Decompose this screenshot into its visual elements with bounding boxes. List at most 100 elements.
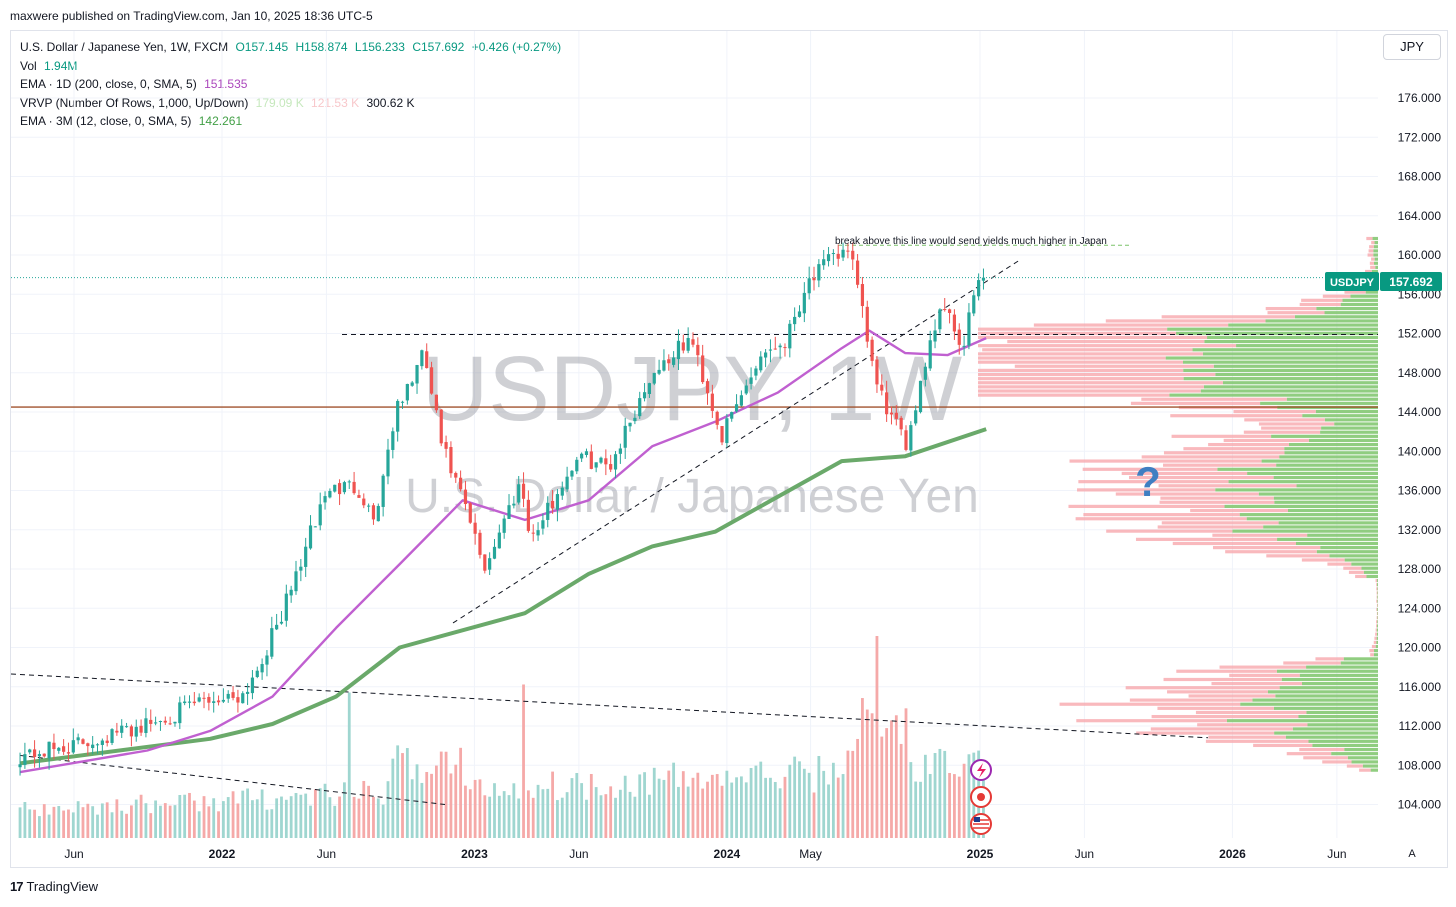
candle-body[interactable] <box>212 701 216 703</box>
candle-body[interactable] <box>710 393 714 411</box>
candle-body[interactable] <box>570 470 574 477</box>
candle-body[interactable] <box>250 677 255 694</box>
candle-body[interactable] <box>57 747 61 751</box>
candle-body[interactable] <box>967 312 971 346</box>
annotation-text[interactable]: break above this line would send yields … <box>835 236 1107 247</box>
candle-body[interactable] <box>183 701 187 704</box>
candle-body[interactable] <box>415 365 419 384</box>
candle-body[interactable] <box>444 442 448 449</box>
candle-body[interactable] <box>778 345 782 348</box>
candle-body[interactable] <box>676 340 681 360</box>
candle-body[interactable] <box>517 484 521 503</box>
candle-body[interactable] <box>783 347 787 349</box>
candle-body[interactable] <box>972 295 976 314</box>
candle-body[interactable] <box>914 410 918 424</box>
candle-body[interactable] <box>957 329 961 345</box>
candle-body[interactable] <box>909 425 913 451</box>
candle-body[interactable] <box>555 494 560 510</box>
candle-body[interactable] <box>163 720 167 723</box>
candle-body[interactable] <box>483 554 487 571</box>
candle-body[interactable] <box>139 725 143 733</box>
candle-body[interactable] <box>497 532 501 549</box>
candle-body[interactable] <box>400 401 405 403</box>
candle-body[interactable] <box>870 339 874 361</box>
candle-body[interactable] <box>158 721 163 723</box>
candle-body[interactable] <box>323 496 327 503</box>
candle-body[interactable] <box>855 260 860 285</box>
candle-body[interactable] <box>507 505 511 519</box>
candle-body[interactable] <box>149 719 153 724</box>
candle-body[interactable] <box>623 425 627 448</box>
candle-body[interactable] <box>284 593 288 621</box>
candle-body[interactable] <box>178 702 182 724</box>
candle-body[interactable] <box>270 628 274 657</box>
candle-body[interactable] <box>657 369 661 374</box>
candle-body[interactable] <box>144 718 148 734</box>
legend-ema-1d[interactable]: EMA · 1D (200, close, 0, SMA, 5) 151.535 <box>20 75 561 94</box>
candle-body[interactable] <box>275 624 279 630</box>
candle-body[interactable] <box>846 250 850 252</box>
candle-body[interactable] <box>265 655 269 665</box>
candle-body[interactable] <box>521 483 526 499</box>
candle-body[interactable] <box>313 526 317 528</box>
candle-body[interactable] <box>454 472 458 478</box>
candle-body[interactable] <box>28 749 32 753</box>
candle-body[interactable] <box>550 500 555 509</box>
candle-body[interactable] <box>187 701 192 703</box>
candle-body[interactable] <box>124 726 129 728</box>
candle-body[interactable] <box>318 504 322 526</box>
candle-body[interactable] <box>226 693 230 699</box>
candle-body[interactable] <box>788 323 792 349</box>
candle-body[interactable] <box>66 752 71 754</box>
candle-body[interactable] <box>672 357 676 365</box>
ema-1d-line[interactable] <box>19 329 987 774</box>
candle-body[interactable] <box>768 349 773 351</box>
candle-body[interactable] <box>396 400 400 432</box>
candle-body[interactable] <box>449 447 453 474</box>
candle-body[interactable] <box>609 464 613 470</box>
candle-body[interactable] <box>192 701 196 704</box>
legend-volume[interactable]: Vol 1.94M <box>20 57 561 76</box>
legend-main[interactable]: U.S. Dollar / Japanese Yen, 1W, FXCM O15… <box>20 38 561 57</box>
candle-body[interactable] <box>62 746 66 752</box>
candle-body[interactable] <box>420 350 424 367</box>
candle-body[interactable] <box>759 356 763 371</box>
candle-body[interactable] <box>386 449 390 477</box>
candle-body[interactable] <box>885 392 889 415</box>
candle-body[interactable] <box>894 412 898 419</box>
candle-body[interactable] <box>299 566 303 571</box>
candle-body[interactable] <box>347 481 351 483</box>
candle-body[interactable] <box>391 431 395 450</box>
candle-body[interactable] <box>836 253 840 259</box>
candle-body[interactable] <box>352 481 356 494</box>
candle-body[interactable] <box>764 352 768 358</box>
candle-body[interactable] <box>95 744 100 746</box>
candle-body[interactable] <box>492 546 497 559</box>
candle-body[interactable] <box>333 484 337 492</box>
candle-body[interactable] <box>71 740 75 753</box>
candle-body[interactable] <box>134 726 138 737</box>
candle-body[interactable] <box>367 505 371 507</box>
candle-body[interactable] <box>294 571 298 592</box>
candle-body[interactable] <box>691 339 695 345</box>
ema-3m-line[interactable] <box>19 427 987 766</box>
candle-body[interactable] <box>773 348 777 350</box>
candle-body[interactable] <box>725 418 729 444</box>
candle-body[interactable] <box>943 309 947 311</box>
candle-body[interactable] <box>841 249 845 258</box>
candle-body[interactable] <box>822 259 826 266</box>
candle-body[interactable] <box>23 754 27 765</box>
candle-body[interactable] <box>546 502 550 520</box>
candle-body[interactable] <box>105 740 109 743</box>
candle-body[interactable] <box>434 394 438 411</box>
candle-body[interactable] <box>168 723 172 725</box>
candle-body[interactable] <box>18 764 22 768</box>
candle-body[interactable] <box>817 264 821 281</box>
candle-body[interactable] <box>899 417 903 430</box>
candle-body[interactable] <box>720 426 724 443</box>
candle-body[interactable] <box>918 380 923 413</box>
candle-body[interactable] <box>371 505 376 520</box>
candle-body[interactable] <box>255 670 259 677</box>
candle-body[interactable] <box>696 344 700 356</box>
candle-body[interactable] <box>81 739 85 744</box>
